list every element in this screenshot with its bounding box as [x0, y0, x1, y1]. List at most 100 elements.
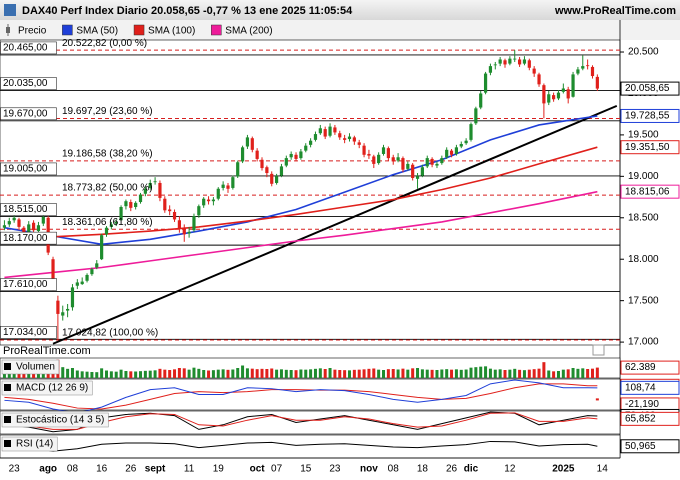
candle-body	[284, 158, 288, 166]
candle-body	[211, 199, 216, 202]
candle-body	[270, 173, 274, 184]
level-label-box	[0, 231, 57, 245]
candle-body	[51, 259, 55, 288]
volume-bar	[493, 369, 497, 378]
candle-body	[216, 188, 220, 199]
candle-body	[522, 59, 527, 64]
candle-body	[56, 300, 60, 314]
x-tick-label: sept	[145, 464, 166, 475]
candle-body	[328, 126, 332, 136]
fib-label: 19.186,58 (38,20 %)	[62, 149, 153, 160]
volume-bar	[139, 371, 143, 378]
volume-bar	[100, 368, 104, 378]
volume-bar	[309, 369, 313, 378]
fib-label: 17.024,82 (100,00 %)	[62, 328, 158, 339]
candle-body	[236, 162, 240, 177]
sma-tag-box	[620, 184, 680, 199]
level-label-box	[0, 203, 57, 216]
candle-body	[483, 73, 488, 93]
x-tick-label: ago	[39, 464, 57, 475]
candle-body	[357, 142, 361, 145]
fib-label: 19.697,29 (23,60 %)	[62, 106, 153, 117]
panel-frame	[0, 434, 621, 459]
candle-body	[134, 202, 138, 208]
volume-bar	[338, 370, 342, 378]
x-tick-label: 23	[9, 464, 21, 475]
candle-body	[576, 69, 580, 74]
panel-frame	[0, 410, 621, 435]
volume-bar	[420, 369, 424, 378]
panel-label-box	[1, 412, 109, 428]
candle-body	[104, 227, 109, 235]
indicator-tag: 50,965	[625, 441, 656, 452]
volume-bar	[518, 369, 522, 378]
legend-swatch	[62, 24, 73, 36]
candle-body	[420, 167, 424, 176]
level-label-box	[0, 162, 57, 176]
volume-bar	[416, 368, 420, 378]
volume-bar	[173, 369, 177, 378]
x-tick-label: 16	[96, 464, 108, 475]
panel-label-icon	[4, 440, 11, 447]
candle-body	[488, 66, 493, 73]
volume-bar	[386, 369, 390, 378]
x-tick-label: 26	[446, 464, 458, 475]
candle-body	[386, 148, 390, 159]
candle-body	[532, 68, 536, 74]
volume-bar	[391, 369, 395, 378]
candle-body	[547, 94, 551, 103]
legend-label: SMA (200)	[225, 26, 272, 37]
candle-body	[391, 157, 395, 162]
volume-bar	[7, 371, 11, 378]
volume-bar	[299, 369, 303, 378]
x-tick-label: 23	[329, 464, 341, 475]
x-tick-label: 2025	[552, 464, 575, 475]
candle-body	[449, 150, 454, 155]
candle-body	[265, 167, 269, 174]
volume-bar	[581, 368, 585, 378]
candle-body	[221, 184, 225, 188]
candle-body	[240, 147, 245, 162]
volume-tag-box	[620, 360, 680, 375]
candle-body	[571, 74, 575, 97]
candle-body	[158, 182, 162, 198]
candle-body	[138, 194, 143, 203]
candle-body	[411, 164, 415, 178]
candle-body	[85, 274, 89, 281]
candle-body	[7, 221, 11, 225]
candle-body	[367, 153, 371, 156]
candle-body	[119, 207, 123, 221]
candle-body	[66, 308, 70, 311]
volume-bar	[241, 365, 245, 378]
candle-body	[27, 224, 31, 233]
volume-bar	[328, 368, 332, 378]
volume-bar	[148, 370, 152, 378]
histogram-tag: -21,190	[625, 399, 659, 410]
volume-bar	[197, 368, 201, 378]
panel-label: MACD (12 26 9)	[16, 383, 88, 394]
volume-bar	[566, 369, 570, 378]
panel-label-icon	[4, 363, 11, 370]
candle-body	[459, 144, 463, 147]
level-label-box	[0, 107, 57, 121]
volume-bar	[352, 369, 356, 378]
candle-body	[454, 147, 459, 154]
price-tag: 20.058,65	[625, 83, 670, 94]
candle-body	[513, 58, 517, 60]
panel-label-icon	[4, 416, 11, 423]
panel-label-icon	[4, 384, 11, 391]
candle-body	[197, 206, 201, 216]
x-tick-label: 12	[504, 464, 516, 475]
volume-bar	[347, 370, 351, 378]
volume-bar	[211, 370, 215, 378]
panel-frame	[0, 378, 621, 411]
volume-bar	[513, 368, 517, 378]
candle-body	[430, 158, 434, 165]
candle-body	[590, 66, 595, 77]
volume-bar	[265, 369, 269, 378]
volume-bar	[275, 369, 279, 378]
volume-bar	[367, 368, 371, 378]
candle-body	[114, 221, 118, 224]
volume-bar	[556, 371, 560, 378]
y-tick-label: 20.500	[628, 47, 659, 58]
